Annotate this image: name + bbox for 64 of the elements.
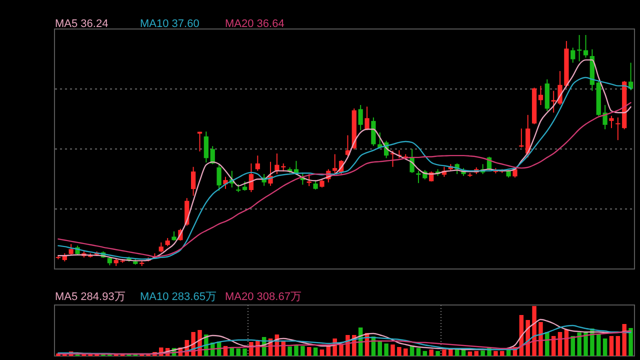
bar [300, 346, 305, 356]
bar [609, 336, 614, 356]
bar [320, 350, 324, 356]
bar [584, 332, 588, 356]
bar [532, 306, 536, 356]
bar [480, 350, 485, 356]
bar [602, 338, 608, 356]
candlestick [538, 85, 544, 106]
bar [622, 324, 626, 356]
candlestick [358, 104, 363, 131]
candlestick [191, 166, 196, 196]
candlestick [210, 146, 215, 165]
candlestick [371, 116, 376, 146]
candlestick [313, 180, 318, 190]
bar [616, 336, 620, 356]
bar [442, 350, 446, 356]
bar [538, 322, 543, 356]
bar [436, 351, 440, 356]
bar [474, 351, 479, 356]
candlestick [172, 230, 176, 242]
bar [236, 348, 240, 356]
text: MA20 308.67万 [225, 291, 302, 303]
bar [422, 351, 428, 356]
text: MA10 37.60 [140, 18, 200, 30]
text: MA5 36.24 [55, 18, 108, 30]
text: MA10 283.65万 [140, 291, 216, 303]
text: MA5 284.93万 [55, 291, 126, 303]
candlestick [628, 62, 634, 91]
bar [294, 344, 298, 356]
text: MA20 36.64 [225, 18, 284, 30]
bar [500, 351, 504, 356]
bar [288, 346, 292, 356]
bar [468, 352, 472, 356]
bar [577, 332, 582, 356]
bar [506, 350, 511, 356]
candlestick [306, 174, 312, 187]
bar [242, 348, 247, 356]
candlestick [216, 164, 222, 192]
candlestick [242, 180, 248, 192]
bar [545, 332, 550, 356]
bar [390, 344, 395, 356]
bar [596, 334, 601, 356]
bar [313, 348, 318, 356]
bar [429, 350, 434, 356]
bar [628, 328, 633, 356]
candlestick [616, 116, 620, 141]
bar [403, 348, 408, 356]
bar [416, 348, 421, 356]
bar [339, 344, 344, 356]
candlestick [68, 244, 74, 256]
candlestick [410, 148, 414, 174]
candlestick [204, 131, 208, 164]
candlestick [255, 155, 260, 172]
candlestick [248, 162, 254, 193]
bar [558, 332, 562, 356]
candlestick [158, 242, 164, 253]
bar [494, 351, 498, 356]
candlestick [570, 47, 576, 64]
candlestick [332, 154, 338, 175]
bar [397, 347, 402, 356]
bar [384, 344, 388, 356]
bar [306, 347, 312, 356]
candlestick [583, 34, 588, 58]
candlestick [609, 115, 614, 129]
